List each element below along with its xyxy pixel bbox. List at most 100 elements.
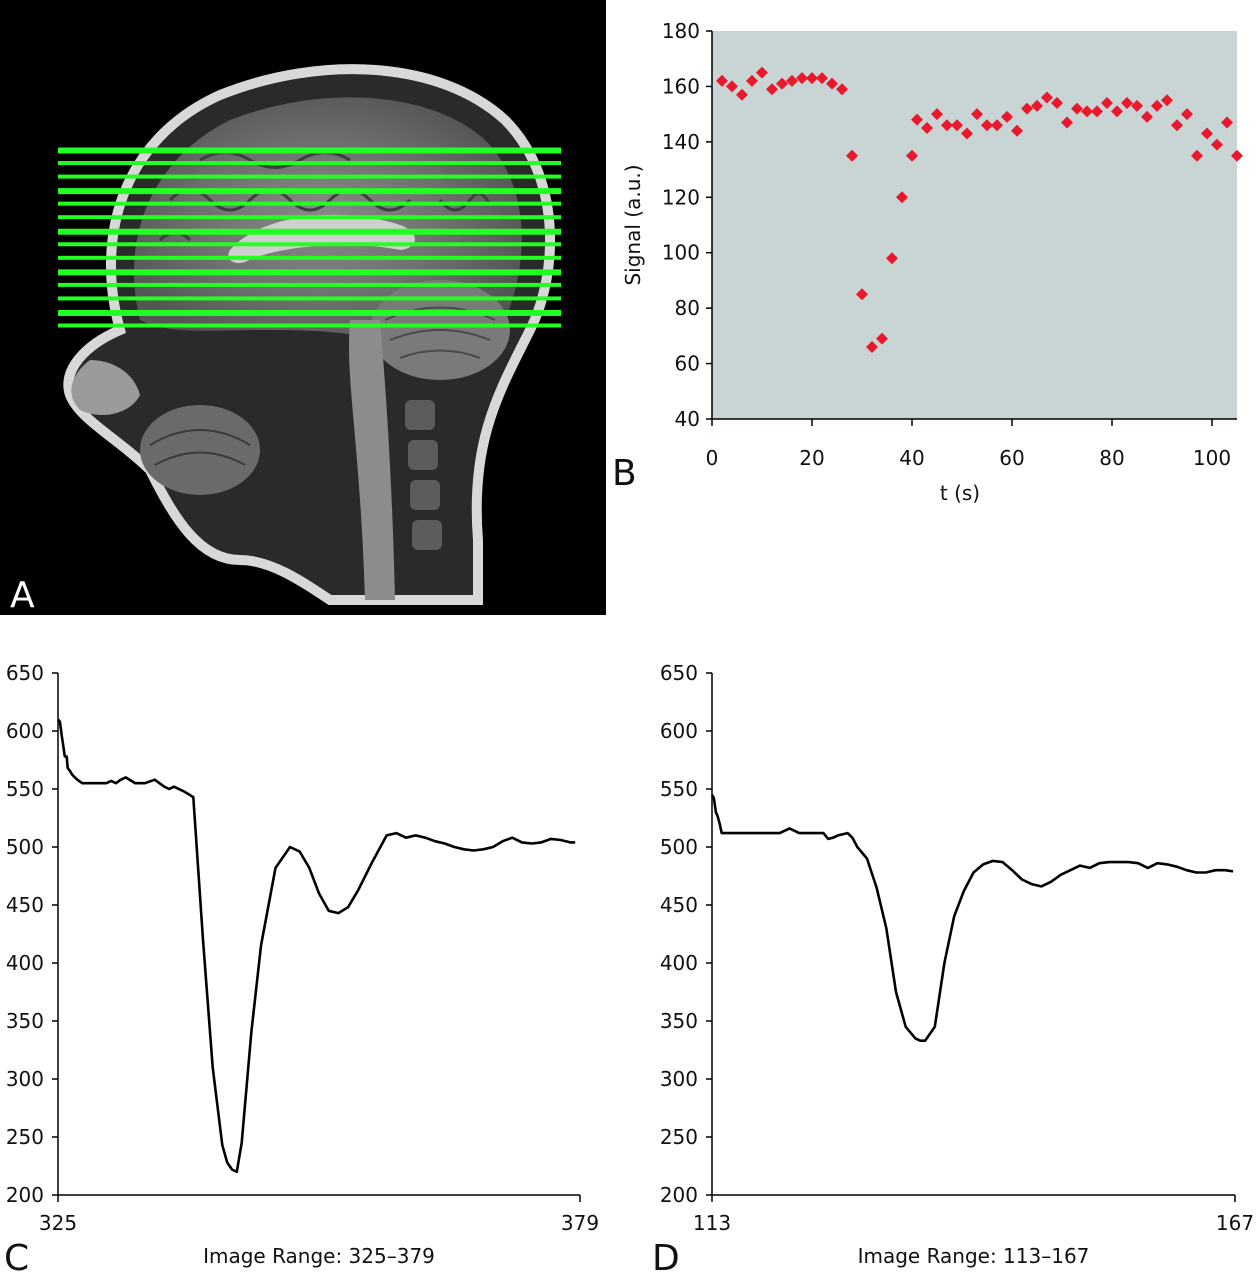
y-tick-label: 100: [662, 241, 700, 265]
slice-line: [58, 323, 561, 328]
data-point: [991, 119, 1003, 132]
chart-d: 200 250 300 350 400 450 500 550 600 650 113 167 Ima…: [652, 661, 1254, 1279]
y-tick-label: 550: [660, 777, 698, 801]
data-point: [1001, 110, 1013, 123]
y-tick-label: 200: [6, 1183, 44, 1207]
data-point: [921, 122, 933, 134]
data-point: [1091, 105, 1103, 118]
y-tick-label: 550: [6, 777, 44, 801]
data-point: [1071, 102, 1083, 115]
data-point: [746, 74, 758, 87]
data-point: [736, 88, 748, 101]
x-tick-label: 0: [706, 446, 719, 470]
y-tick-label: 200: [660, 1183, 698, 1207]
y-tick-label: 400: [6, 951, 44, 975]
panel-label-b: B: [612, 453, 637, 494]
tongue: [140, 405, 260, 495]
data-point: [961, 127, 973, 140]
data-point: [866, 340, 878, 353]
data-point: [1101, 97, 1113, 110]
corpus-callosum: [228, 214, 415, 264]
chart-b-y-axis-label: Signal (a.u.): [621, 164, 645, 285]
slice-line: [58, 174, 561, 179]
data-point: [1181, 108, 1193, 121]
y-tick-label: 140: [662, 130, 700, 154]
slice-line: [58, 242, 561, 247]
y-tick-label: 250: [660, 1125, 698, 1149]
chart-b-plot-area: [712, 31, 1237, 419]
data-point: [1141, 110, 1153, 123]
data-point: [1031, 99, 1043, 112]
x-tick-label: 80: [1099, 446, 1124, 470]
y-tick-label: 650: [6, 661, 44, 685]
y-tick-label: 160: [662, 74, 700, 98]
data-point: [1131, 99, 1143, 112]
y-tick-label: 500: [660, 835, 698, 859]
data-point: [896, 191, 908, 204]
y-tick-label: 250: [6, 1125, 44, 1149]
data-point: [716, 74, 728, 87]
data-point: [971, 108, 983, 121]
x-tick-label: 113: [693, 1211, 731, 1235]
data-point: [1021, 102, 1033, 115]
slice-line: [58, 228, 561, 235]
y-tick-label: 350: [6, 1009, 44, 1033]
data-point: [856, 288, 868, 301]
data-point: [1041, 91, 1053, 104]
y-tick-label: 80: [675, 296, 700, 320]
data-point: [1151, 99, 1163, 112]
slice-lines: [58, 147, 561, 328]
data-point: [1201, 127, 1213, 140]
chart-b-markers: [716, 66, 1243, 353]
slice-line: [58, 255, 561, 260]
data-point: [886, 252, 898, 265]
y-tick-label: 300: [660, 1067, 698, 1091]
data-point: [786, 74, 798, 87]
data-point: [1111, 105, 1123, 118]
data-point: [1231, 149, 1243, 162]
data-point: [931, 108, 943, 121]
slice-line: [58, 215, 561, 220]
x-tick-label: 20: [799, 446, 824, 470]
data-point: [756, 66, 768, 79]
y-tick-label: 450: [6, 893, 44, 917]
chart-b-axes: 40 60 80 100 120 140 160 180 0 20 40 60 80 100: [662, 19, 1237, 470]
slice-line: [58, 161, 561, 166]
data-point: [1051, 97, 1063, 110]
panel-label-a: A: [10, 575, 35, 616]
nasal-region: [71, 360, 140, 415]
y-tick-label: 180: [662, 19, 700, 43]
data-point: [1121, 97, 1133, 110]
data-point: [1171, 119, 1183, 132]
cervical-spine: [405, 400, 442, 550]
data-point: [1161, 94, 1173, 107]
chart-c-x-axis-label: Image Range: 325–379: [203, 1244, 435, 1268]
brainstem: [348, 320, 395, 600]
y-tick-label: 650: [660, 661, 698, 685]
slice-line: [58, 188, 561, 195]
y-tick-label: 450: [660, 893, 698, 917]
chart-b-x-axis-label: t (s): [940, 481, 980, 505]
y-tick-label: 40: [675, 407, 700, 431]
slice-line: [58, 309, 561, 316]
x-tick-label: 167: [1216, 1211, 1254, 1235]
chart-d-series-line: [710, 794, 1234, 1042]
data-point: [876, 332, 888, 345]
data-point: [826, 77, 838, 90]
data-point: [941, 119, 953, 132]
mri-panel: A: [0, 0, 606, 616]
data-point: [1221, 116, 1233, 129]
chart-c-axes: 200 250 300 350 400 450 500 550 600 650 325 379: [6, 661, 599, 1235]
data-point: [726, 80, 738, 93]
slice-line: [58, 282, 561, 287]
chart-c: 200 250 300 350 400 450 500 550 600 650 325 379 Ima…: [4, 661, 599, 1279]
data-point: [1211, 138, 1223, 151]
x-tick-label: 40: [899, 446, 924, 470]
chart-d-x-axis-label: Image Range: 113–167: [858, 1244, 1090, 1268]
slice-line: [58, 296, 561, 301]
x-tick-label: 379: [561, 1211, 599, 1235]
data-point: [776, 77, 788, 90]
data-point: [796, 72, 808, 85]
data-point: [846, 149, 858, 162]
